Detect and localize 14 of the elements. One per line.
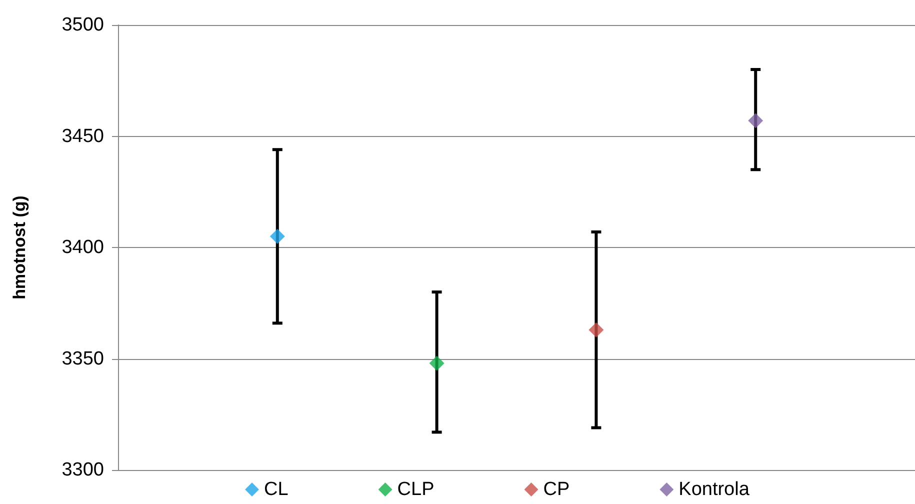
y-tick-label: 3500 bbox=[62, 14, 104, 36]
point bbox=[270, 228, 285, 244]
legend-label: Kontrola bbox=[678, 479, 750, 500]
y-axis-title: hmotnost (g) bbox=[10, 196, 29, 300]
y-tick-label: 3300 bbox=[62, 460, 104, 480]
point bbox=[429, 356, 444, 371]
legend-label: CL bbox=[264, 479, 288, 500]
legend-label: CP bbox=[543, 479, 570, 500]
y-tick-label: 3450 bbox=[62, 126, 104, 147]
point bbox=[588, 322, 604, 338]
y-tick-label: 3400 bbox=[62, 237, 104, 258]
y-tick-label: 3350 bbox=[62, 348, 104, 370]
legend-label: CLP bbox=[397, 479, 434, 500]
point bbox=[748, 113, 764, 128]
